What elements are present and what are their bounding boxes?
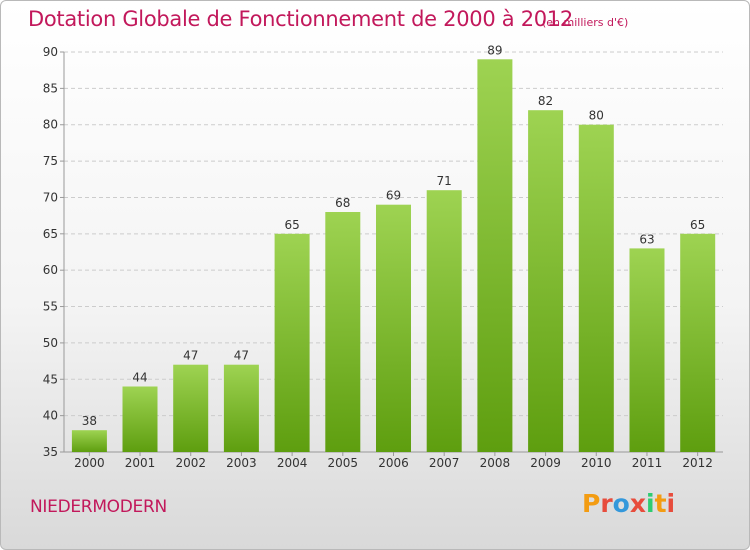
bar-2001 <box>122 386 158 452</box>
logo-letter: x <box>629 489 646 518</box>
x-tick-label-2007: 2007 <box>429 456 460 470</box>
commune-name: NIEDERMODERN <box>30 497 167 517</box>
data-label-2004: 65 <box>284 218 299 232</box>
x-tick-label-2001: 2001 <box>125 456 156 470</box>
y-tick-label: 90 <box>43 45 58 59</box>
x-tick-label-2012: 2012 <box>682 456 713 470</box>
bar-2011 <box>629 248 665 452</box>
data-label-2005: 68 <box>335 196 350 210</box>
y-tick-label: 45 <box>43 372 58 386</box>
x-tick-label-2000: 2000 <box>74 456 105 470</box>
logo-letter: t <box>654 489 667 518</box>
data-label-2007: 71 <box>437 174 452 188</box>
x-tick-label-2010: 2010 <box>581 456 612 470</box>
data-label-2002: 47 <box>183 349 198 363</box>
bar-2008 <box>477 59 513 453</box>
data-label-2012: 65 <box>690 218 705 232</box>
data-label-2010: 80 <box>589 109 604 123</box>
data-labels: 38 44 47 47 65 68 69 71 89 82 80 63 65 <box>82 43 706 428</box>
y-tick-label: 55 <box>43 300 58 314</box>
bar-2007 <box>426 190 462 452</box>
bar-2004 <box>274 233 310 452</box>
data-label-2011: 63 <box>639 232 654 246</box>
logo-letter: i <box>646 489 655 518</box>
y-tick-label: 80 <box>43 118 58 132</box>
y-tick-label: 70 <box>43 190 58 204</box>
logo-letter: r <box>600 489 613 518</box>
x-tick-label-2004: 2004 <box>277 456 308 470</box>
y-tick-label: 40 <box>43 409 58 423</box>
data-label-2008: 89 <box>487 43 502 57</box>
bar-2005 <box>325 212 361 452</box>
bar-2003 <box>223 364 259 452</box>
y-tick-label: 85 <box>43 81 58 95</box>
data-label-2000: 38 <box>82 414 97 428</box>
chart-title: Dotation Globale de Fonctionnement de 20… <box>28 7 573 31</box>
logo-letter: i <box>666 489 676 518</box>
x-tick-label-2008: 2008 <box>480 456 511 470</box>
bars <box>71 59 716 453</box>
data-label-2006: 69 <box>386 189 401 203</box>
x-tick-label-2009: 2009 <box>530 456 561 470</box>
y-tick-label: 65 <box>43 227 58 241</box>
data-label-2009: 82 <box>538 94 553 108</box>
x-tick-label-2003: 2003 <box>226 456 257 470</box>
axes: 35 40 45 50 55 60 65 70 75 80 85 90 2000 2001 2002 2003… <box>43 45 723 470</box>
bar-2002 <box>173 364 209 452</box>
bar-2012 <box>680 233 716 452</box>
chart-subtitle: (en milliers d'€) <box>542 16 629 29</box>
x-tick-label-2006: 2006 <box>378 456 409 470</box>
bar-2010 <box>578 124 614 452</box>
data-label-2001: 44 <box>132 371 147 385</box>
proxiti-logo[interactable]: Proxiti <box>582 489 675 518</box>
y-tick-label: 50 <box>43 336 58 350</box>
bar-2006 <box>376 204 411 452</box>
logo-letter: o <box>612 489 630 518</box>
x-tick-label-2002: 2002 <box>175 456 206 470</box>
bar-2009 <box>528 110 564 452</box>
bar-2000 <box>71 430 107 452</box>
y-tick-label: 75 <box>43 154 58 168</box>
y-tick-label: 35 <box>43 445 58 459</box>
x-tick-label-2011: 2011 <box>632 456 663 470</box>
data-label-2003: 47 <box>234 349 249 363</box>
logo-letter: P <box>582 489 601 518</box>
y-tick-label: 60 <box>43 263 58 277</box>
x-tick-label-2005: 2005 <box>328 456 359 470</box>
